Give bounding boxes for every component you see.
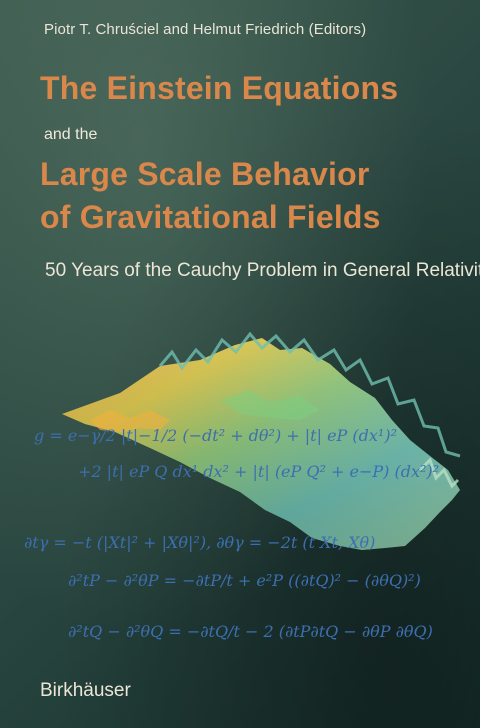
title-line-1: The Einstein Equations [40, 70, 399, 106]
equation-metric-line-1: g = e−γ/2 |t|−1/2 (−dt² + dθ²) + |t| eP … [34, 426, 397, 445]
subtitle: 50 Years of the Cauchy Problem in Genera… [45, 260, 480, 281]
equation-wave-q: ∂²tQ − ∂²θQ = −∂tQ/t − 2 (∂tP∂tQ − ∂θP ∂… [68, 622, 433, 641]
title-connector: and the [44, 126, 98, 143]
title-line-2: Large Scale Behavior [40, 156, 370, 192]
publisher-name: Birkhäuser [40, 680, 131, 701]
editors: Piotr T. Chruściel and Helmut Friedrich … [44, 21, 367, 38]
equation-wave-p: ∂²tP − ∂²θP = −∂tP/t + e²P ((∂tQ)² − (∂θ… [68, 571, 421, 590]
equation-gamma: ∂tγ = −t (|Xt|² + |Xθ|²), ∂θγ = −2t (t X… [24, 533, 376, 552]
equation-metric-line-2: +2 |t| eP Q dx¹ dx² + |t| (eP Q² + e−P) … [78, 462, 440, 481]
title-line-3: of Gravitational Fields [40, 199, 381, 235]
